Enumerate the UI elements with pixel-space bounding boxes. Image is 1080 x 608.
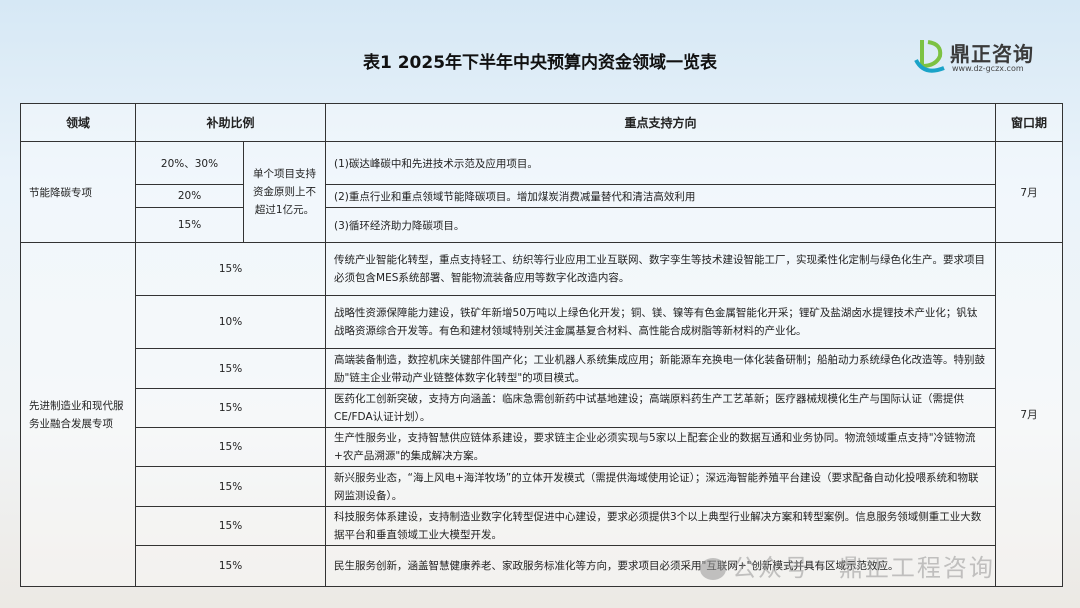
logo-name: 鼎正咨询 [950,42,1034,66]
header-direction: 重点支持方向 [325,103,997,142]
header-window: 窗口期 [995,103,1064,142]
ratio-cell: 20%、30% [135,141,244,185]
table-row: 15% 生产性服务业，支持智慧供应链体系建设，要求链主企业必须实现与5家以上配套企… [21,427,1063,467]
direction-cell: 传统产业智能化转型，重点支持轻工、纺织等行业应用工业互联网、数字孪生等技术建设智… [325,242,997,296]
table-row: 15% 高端装备制造，数控机床关键部件国产化；工业机器人系统集成应用；新能源车充换… [21,348,1063,389]
direction-cell: (3)循环经济助力降碳项目。 [325,207,997,243]
header-ratio: 补助比例 [134,103,327,142]
domain-cell: 节能降碳专项 [20,141,136,243]
direction-cell: 民生服务创新，涵盖智慧健康养老、家政服务标准化等方向，要求项目必须采用"互联网+… [325,545,997,587]
ratio-cell: 15% [134,388,327,428]
ratio-cell: 15% [134,466,327,507]
direction-cell: 战略性资源保障能力建设，铁矿年新增50万吨以上绿色化开发；铜、镁、镍等有色金属智… [325,295,997,349]
table-row: 15% 新兴服务业态，“海上风电+海洋牧场”的立体开发模式（需提供海域使用论证）；… [21,466,1063,507]
direction-cell: (1)碳达峰碳中和先进技术示范及应用项目。 [325,141,997,185]
ratio-cell: 20% [135,184,244,208]
table-row: 15% 民生服务创新，涵盖智慧健康养老、家政服务标准化等方向，要求项目必须采用"互… [21,545,1063,587]
header-row: 领域 补助比例 重点支持方向 窗口期 [20,103,1064,142]
watermark-text: 公众号 · 鼎正工程咨询 [732,554,995,582]
domain-cell: 先进制造业和现代服务业融合发展专项 [20,242,136,587]
logo-icon [914,40,945,73]
table-row: 15% 医药化工创新突破，支持方向涵盖：临床急需创新药中试基地建设；高端原料药生产… [21,388,1063,428]
table-row: 先进制造业和现代服务业融合发展专项 15% 传统产业智能化转型，重点支持轻工、纺… [20,242,1064,587]
ratio-cell: 15% [135,207,244,243]
funding-table: 领域 补助比例 重点支持方向 窗口期 节能降碳专项 20%、30% 单个项目支持… [20,103,1064,587]
direction-cell: 医药化工创新突破，支持方向涵盖：临床急需创新药中试基地建设；高端原料药生产工艺革… [325,388,997,428]
direction-cell: (2)重点行业和重点领域节能降碳项目。增加煤炭消费减量替代和清洁高效利用 [325,184,997,208]
ratio-cell: 15% [134,427,327,467]
direction-cell: 新兴服务业态，“海上风电+海洋牧场”的立体开发模式（需提供海域使用论证）；深远海… [325,466,997,507]
table-row: 10% 战略性资源保障能力建设，铁矿年新增50万吨以上绿色化开发；铜、镁、镍等有色… [21,295,1063,349]
table-row: 20% (2)重点行业和重点领域节能降碳项目。增加煤炭消费减量替代和清洁高效利用 [21,184,1063,208]
logo-url: www.dz-gczx.com [952,64,1024,73]
header-domain: 领域 [20,103,136,142]
direction-cell: 生产性服务业，支持智慧供应链体系建设，要求链主企业必须实现与5家以上配套企业的数… [325,427,997,467]
page-title: 表1 2025年下半年中央预算内资金领域一览表 [362,53,718,73]
window-cell: 7月 [995,141,1064,243]
ratio-cell: 15% [134,242,327,296]
ratio-cell: 15% [134,545,327,587]
watermark: 公众号 · 鼎正工程咨询 [700,548,995,583]
ratio-cell: 10% [134,295,327,349]
logo: 鼎正咨询 www.dz-gczx.com [914,36,1054,76]
table-row: 15% 科技服务体系建设，支持制造业数字化转型促进中心建设，要求必须提供3个以上典… [21,506,1063,546]
window-cell: 7月 [995,242,1064,587]
table-row: 节能降碳专项 20%、30% 单个项目支持资金原则上不超过1亿元。 (1)碳达峰… [20,141,1064,243]
note-cell: 单个项目支持资金原则上不超过1亿元。 [242,141,327,243]
table-row: 15% (3)循环经济助力降碳项目。 [21,207,1063,243]
direction-cell: 科技服务体系建设，支持制造业数字化转型促进中心建设，要求必须提供3个以上典型行业… [325,506,997,546]
wechat-icon [700,558,726,580]
direction-cell: 高端装备制造，数控机床关键部件国产化；工业机器人系统集成应用；新能源车充换电一体… [325,348,997,389]
ratio-cell: 15% [134,348,327,389]
ratio-cell: 15% [134,506,327,546]
